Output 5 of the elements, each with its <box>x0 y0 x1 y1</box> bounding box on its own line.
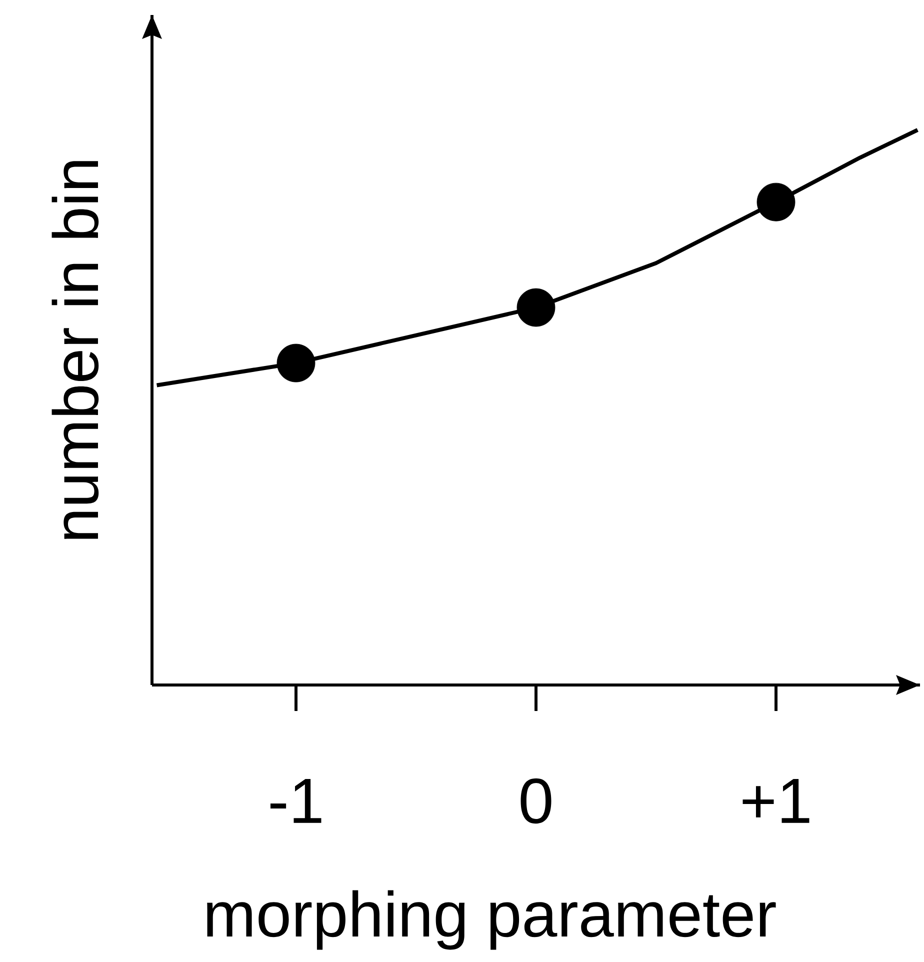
y-axis-title: number in bin <box>52 161 99 539</box>
x-tick-label: 0 <box>520 778 552 824</box>
x-tick-label: -1 <box>270 779 322 823</box>
x-tick-label: +1 <box>742 779 810 823</box>
x-axis-title: morphing parameter <box>207 890 776 950</box>
